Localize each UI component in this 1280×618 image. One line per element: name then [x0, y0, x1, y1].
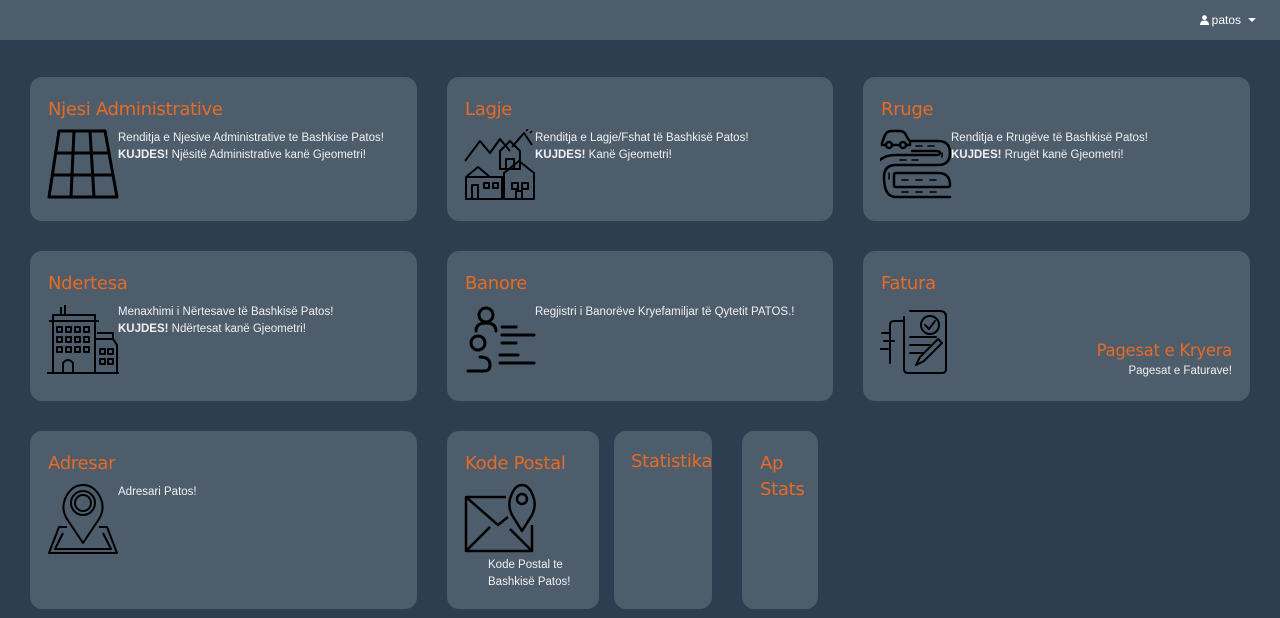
warning-text: Rrugët kanë Gjeometri!: [1001, 149, 1124, 161]
card-description: Menaxhimi i Nërtesave të Bashkisë Patos!…: [118, 304, 333, 338]
description-line: Menaxhimi i Nërtesave të Bashkisë Patos!: [118, 306, 334, 318]
card-title: Ap Stats: [760, 451, 805, 503]
payments-description: Pagesat e Faturave!: [1128, 365, 1232, 377]
top-navbar: patos: [0, 0, 1280, 40]
description-line: Kode Postal te: [488, 559, 563, 571]
card-description: Renditja e Lagje/Fshat të Bashkisë Patos…: [535, 130, 749, 164]
invoice-icon: [880, 310, 947, 374]
card-rruge[interactable]: Rruge Renditja e Rrugëve të Bashkisë Pat…: [863, 77, 1250, 221]
warning-text: Kanë Gjeometri!: [585, 149, 672, 161]
warning-label: KUJDES!: [535, 149, 586, 161]
description-line: Renditja e Njesive Administrative te Bas…: [118, 132, 384, 144]
card-description: Renditja e Rrugëve të Bashkisë Patos! KU…: [951, 130, 1148, 164]
card-title: Banore: [465, 273, 528, 294]
warning-label: KUJDES!: [118, 323, 169, 335]
card-title: Ndertesa: [48, 273, 128, 294]
warning-text: Ndërtesat kanë Gjeometri!: [168, 323, 306, 335]
card-adresar[interactable]: Adresar Adresari Patos!: [30, 431, 417, 609]
card-description: Kode Postal te Bashkisë Patos!: [488, 557, 570, 591]
card-title: Rruge: [881, 99, 934, 120]
card-title: Lagje: [465, 99, 513, 120]
description-line: Bashkisë Patos!: [488, 576, 571, 588]
map-pin-icon: [48, 484, 118, 554]
description-line: Adresari Patos!: [118, 486, 197, 498]
chevron-down-icon: [1248, 18, 1256, 22]
road-car-icon: [880, 129, 952, 199]
card-lagje[interactable]: Lagje Renditja e Lagje/Fshat të Bashkisë…: [447, 77, 833, 221]
title-line: Ap: [760, 453, 784, 474]
card-statistika[interactable]: Statistika: [614, 431, 712, 609]
card-kode-postal[interactable]: Kode Postal Kode Postal te Bashkisë Pato…: [447, 431, 599, 609]
card-banore[interactable]: Banore Regjistri i Banorëve Kryefamiljar…: [447, 251, 833, 401]
warning-label: KUJDES!: [951, 149, 1002, 161]
description-line: Renditja e Rrugëve të Bashkisë Patos!: [951, 132, 1148, 144]
card-title: Statistika: [631, 451, 713, 472]
postal-envelope-icon: [464, 483, 536, 553]
user-icon: [1199, 15, 1209, 25]
user-menu-dropdown[interactable]: patos: [1199, 13, 1256, 27]
card-ap-stats[interactable]: Ap Stats: [742, 431, 818, 609]
card-description: Adresari Patos!: [118, 484, 197, 501]
warning-text: Njësitë Administrative kanë Gjeometri!: [168, 149, 366, 161]
title-line: Stats: [760, 479, 805, 500]
card-title: Adresar: [48, 453, 116, 474]
payments-section[interactable]: Pagesat e Kryera Pagesat e Faturave!: [1096, 341, 1233, 377]
grid-parcel-icon: [47, 129, 119, 199]
residents-list-icon: [466, 306, 536, 373]
warning-label: KUJDES!: [118, 149, 169, 161]
card-title: Fatura: [881, 273, 936, 294]
card-description: Renditja e Njesive Administrative te Bas…: [118, 130, 384, 164]
description-line: Renditja e Lagje/Fshat të Bashkisë Patos…: [535, 132, 749, 144]
card-fatura[interactable]: Fatura Pagesat e Kryera Pagesat e Fatura…: [863, 251, 1250, 401]
buildings-icon: [47, 305, 119, 374]
card-title: Kode Postal: [465, 453, 566, 474]
village-houses-icon: [464, 129, 535, 200]
description-line: Regjistri i Banorëve Kryefamiljar të Qyt…: [535, 306, 795, 318]
card-ndertesa[interactable]: Ndertesa Menaxhimi i Nërtesave të Bashki…: [30, 251, 417, 401]
card-njesi-administrative[interactable]: Njesi Administrative Renditja e Njesive …: [30, 77, 417, 221]
card-title: Njesi Administrative: [48, 99, 223, 120]
payments-title: Pagesat e Kryera: [1096, 341, 1233, 360]
user-name: patos: [1211, 13, 1241, 27]
card-description: Regjistri i Banorëve Kryefamiljar të Qyt…: [535, 304, 794, 321]
